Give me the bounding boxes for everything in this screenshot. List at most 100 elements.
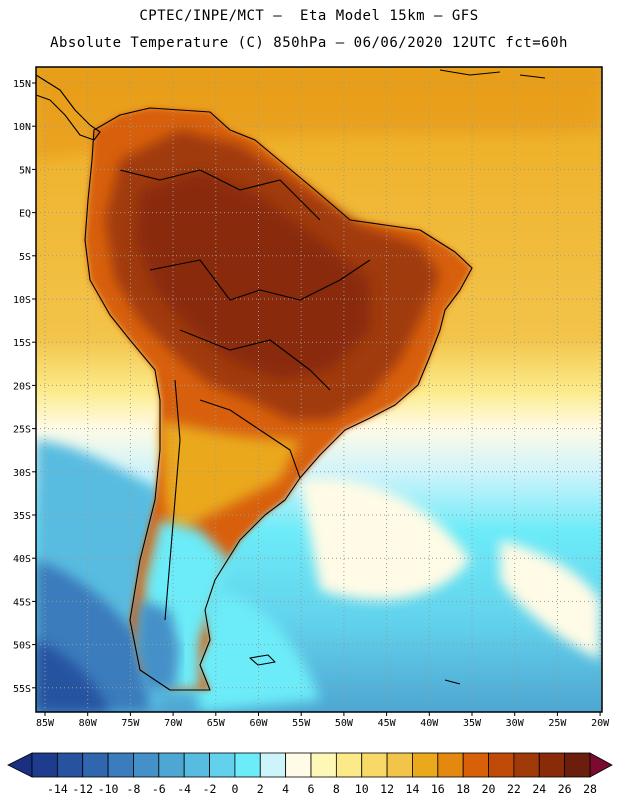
atlantic-east-patch bbox=[500, 540, 600, 660]
colorbar-swatch bbox=[412, 752, 439, 778]
falkland-islands bbox=[249, 654, 276, 666]
colorbar-label: 16 bbox=[431, 782, 445, 796]
colorbar-label: 2 bbox=[257, 782, 264, 796]
lon-label: 50W bbox=[335, 718, 354, 729]
lat-label: 25S bbox=[13, 425, 31, 436]
colorbar-swatch bbox=[259, 752, 287, 778]
central-america-coastline bbox=[35, 74, 101, 141]
colorbar-label: 0 bbox=[231, 782, 238, 796]
lat-label: 15S bbox=[13, 338, 31, 349]
southern-cone-mild bbox=[160, 420, 300, 540]
lon-label: 70W bbox=[164, 718, 183, 729]
colorbar-label: 20 bbox=[482, 782, 496, 796]
colorbar-swatch bbox=[133, 752, 160, 778]
lon-label: 80W bbox=[79, 718, 98, 729]
lat-label: 10S bbox=[13, 295, 31, 306]
colorbar-label: 24 bbox=[532, 782, 546, 796]
lat-label: 5N bbox=[19, 165, 31, 176]
lon-label: 35W bbox=[463, 718, 482, 729]
lat-label: 35S bbox=[13, 511, 31, 522]
colorbar-label: 14 bbox=[406, 782, 420, 796]
colorbar-swatch bbox=[513, 752, 540, 778]
colorbar-swatch bbox=[183, 752, 210, 778]
colorbar-swatch bbox=[56, 752, 84, 778]
lat-label: 55S bbox=[13, 684, 31, 695]
colorbar-swatch bbox=[335, 752, 363, 778]
lat-label: 45S bbox=[13, 597, 31, 608]
coastlines bbox=[35, 69, 546, 691]
lat-label: 15N bbox=[13, 79, 31, 90]
lon-label: 30W bbox=[506, 718, 525, 729]
colorbar-label: 6 bbox=[308, 782, 315, 796]
lat-label: 40S bbox=[13, 554, 31, 565]
lon-label: 65W bbox=[207, 718, 226, 729]
colorbar-under-arrow bbox=[7, 752, 33, 778]
colorbar-swatch bbox=[158, 752, 185, 778]
colorbar-swatch bbox=[310, 752, 337, 778]
continent-hottest-field bbox=[135, 170, 370, 380]
temperature-field bbox=[36, 67, 602, 712]
lon-label: 75W bbox=[121, 718, 140, 729]
colorbar-swatch bbox=[386, 752, 413, 778]
chart-title: CPTEC/INPE/MCT – Eta Model 15km – GFS bbox=[139, 8, 479, 24]
colorbar-swatch bbox=[361, 752, 388, 778]
colorbar-label: -12 bbox=[72, 782, 93, 796]
patagonia-cold bbox=[135, 600, 180, 690]
colorbar-swatch bbox=[462, 752, 489, 778]
colorbar-label: 22 bbox=[507, 782, 521, 796]
colorbar-label: 18 bbox=[456, 782, 470, 796]
lat-label: 5S bbox=[19, 252, 31, 263]
lat-label: 10N bbox=[13, 122, 31, 133]
colorbar-label: -10 bbox=[98, 782, 119, 796]
colorbar-swatch bbox=[107, 752, 134, 778]
latitude-labels: 15N 10N 5N EQ 5S 10S 15S 20S 25S 30S 35S 40S 45S 50S 5… bbox=[13, 79, 36, 695]
colorbar-label: 12 bbox=[380, 782, 394, 796]
longitude-labels: 85W 80W 75W 70W 65W 60W 55W 50W 45W 40W 35W 30W 25W 2… bbox=[36, 712, 610, 729]
colorbar bbox=[7, 752, 613, 778]
map-frame bbox=[35, 66, 603, 713]
country-border bbox=[199, 399, 301, 479]
colorbar-swatch bbox=[285, 752, 312, 778]
colorbar-swatch bbox=[564, 752, 591, 778]
colorbar-label: 26 bbox=[558, 782, 572, 796]
colorbar-over-arrow bbox=[589, 752, 613, 778]
lon-label: 45W bbox=[378, 718, 397, 729]
colorbar-swatch bbox=[82, 752, 109, 778]
country-border bbox=[119, 169, 321, 221]
lat-label: 30S bbox=[13, 468, 31, 479]
lon-label: 40W bbox=[420, 718, 439, 729]
south-georgia-island bbox=[444, 679, 461, 685]
colorbar-label: 28 bbox=[583, 782, 597, 796]
lon-label: 55W bbox=[292, 718, 311, 729]
colorbar-label: 10 bbox=[355, 782, 369, 796]
lat-label: 50S bbox=[13, 641, 31, 652]
atlantic-warm-patch bbox=[300, 478, 470, 600]
colorbar-swatch bbox=[31, 752, 58, 778]
lon-label: 25W bbox=[548, 718, 567, 729]
colorbar-swatch bbox=[209, 752, 236, 778]
country-border bbox=[164, 379, 181, 621]
lat-label: 20S bbox=[13, 381, 31, 392]
colorbar-swatch bbox=[234, 752, 261, 778]
colorbar-label: 8 bbox=[333, 782, 340, 796]
country-border bbox=[179, 329, 331, 391]
caribbean-islands bbox=[439, 69, 546, 79]
lon-label: 60W bbox=[249, 718, 268, 729]
colorbar-swatch bbox=[488, 752, 515, 778]
lon-label: 85W bbox=[36, 718, 55, 729]
colorbar-label: -8 bbox=[127, 782, 141, 796]
colorbar-swatch bbox=[437, 752, 464, 778]
colorbar-label: -4 bbox=[177, 782, 191, 796]
colorbar-label: 4 bbox=[282, 782, 289, 796]
south-atlantic-cool bbox=[190, 590, 320, 712]
chart-subtitle: Absolute Temperature (C) 850hPa – 06/06/… bbox=[50, 35, 568, 51]
lon-label: 20W bbox=[591, 718, 610, 729]
country-border bbox=[149, 259, 371, 301]
colorbar-labels: -14 -12 -10 -8 -6 -4 -2 0 2 4 6 8 10 12 14 16 18 20 22 24 26… bbox=[47, 782, 597, 796]
colorbar-swatch bbox=[538, 752, 566, 778]
colorbar-label: -2 bbox=[203, 782, 217, 796]
lat-label: EQ bbox=[19, 209, 31, 220]
pacific-coldest-zone bbox=[36, 640, 110, 712]
colorbar-label: -6 bbox=[152, 782, 166, 796]
